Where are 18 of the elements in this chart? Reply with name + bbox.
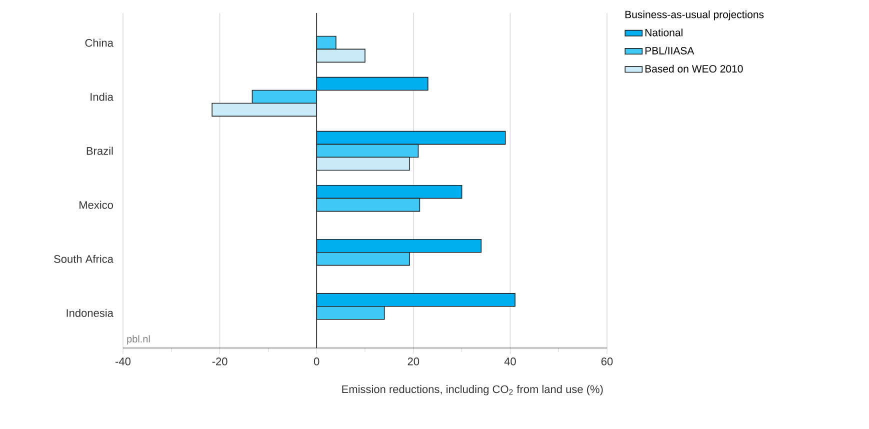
y-tick-label: China [85,38,114,47]
x-tick-label: -40 [116,358,131,366]
legend-label: Based on WEO 2010 [645,64,743,73]
y-tick-label: Mexico [80,200,113,209]
y-tick-label: South Africa [54,254,114,263]
x-tick-label: 60 [601,358,613,366]
legend-title: Business-as-usual projections [625,10,764,20]
x-tick-label: 0 [314,358,320,366]
legend-label: National [645,28,682,36]
x-tick-label: 20 [408,358,420,366]
y-tick-label: Indonesia [66,308,114,317]
x-tick-label: -20 [212,358,228,366]
legend-label: PBL/IIASA [645,46,694,54]
x-tick-label: 40 [504,358,516,366]
x-axis-title: Emission reductions, including CO$_{2}$ from land use (%) [342,385,603,396]
y-tick-label: Brazil [86,146,113,155]
y-tick-label: India [90,92,114,101]
annotation: pbl.nl [127,335,150,344]
